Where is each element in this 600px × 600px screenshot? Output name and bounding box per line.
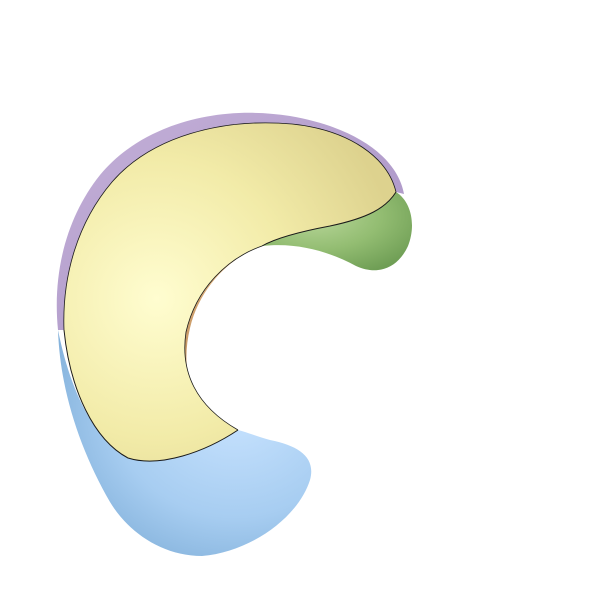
seam-line-inner bbox=[184, 245, 263, 431]
seam-line-rim bbox=[63, 122, 397, 331]
yellow-main-face-region bbox=[63, 122, 396, 462]
orange-inner-wall-region bbox=[184, 246, 262, 432]
seam-line-upper bbox=[261, 191, 397, 247]
blue-lower-lobe-region bbox=[58, 330, 312, 556]
seam-line-lower bbox=[63, 329, 239, 462]
